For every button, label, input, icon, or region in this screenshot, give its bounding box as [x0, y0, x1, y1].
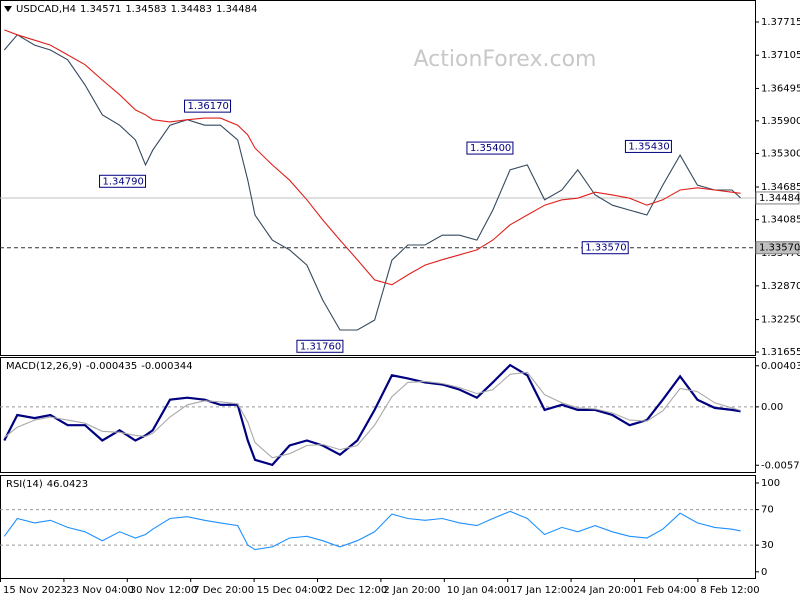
x-tick-label: 1 Feb 04:00 — [637, 585, 696, 596]
indicator-value: 46.0423 — [47, 479, 88, 490]
y-tick-label: -0.005737 — [761, 460, 800, 471]
x-tick-label: 23 Nov 04:00 — [66, 585, 133, 596]
x-tick-label: 15 Dec 04:00 — [257, 585, 324, 596]
price-tag — [755, 241, 800, 255]
annotation-box — [99, 174, 147, 188]
annotation-box — [184, 99, 232, 113]
x-tick-label: 10 Jan 04:00 — [447, 585, 510, 596]
indicator-value: -0.000344 — [141, 361, 192, 372]
y-tick-label: 100 — [761, 478, 780, 489]
annotation-label: 1.35400 — [470, 143, 511, 154]
y-tick-label: 0 — [761, 567, 767, 578]
x-tick-label: 7 Dec 20:00 — [193, 585, 254, 596]
y-tick-label: 1.37715 — [761, 17, 800, 28]
x-tick-label: 17 Jan 12:00 — [510, 585, 573, 596]
panel-header: USDCAD,H4 1.34571 1.34583 1.34483 1.34484 — [16, 4, 257, 15]
ohlc-value: 1.34583 — [125, 4, 166, 15]
ohlc-value: 1.34483 — [171, 4, 212, 15]
x-tick-label: 8 Feb 12:00 — [700, 585, 759, 596]
y-tick-label: 0.00 — [761, 402, 783, 413]
ohlc-value: 1.34484 — [216, 4, 257, 15]
y-tick-label: 1.35900 — [761, 116, 800, 127]
price-tag-label: 1.33570 — [759, 243, 800, 254]
y-tick-label: 1.36495 — [761, 83, 800, 94]
watermark: ActionForex.com — [414, 47, 597, 72]
y-tick-label: 1.32250 — [761, 315, 800, 326]
x-tick-label: 2 Jan 20:00 — [383, 585, 440, 596]
annotation-box — [466, 141, 514, 155]
x-tick-label: 30 Nov 12:00 — [130, 585, 197, 596]
price-panel — [0, 0, 756, 356]
ohlc-value: 1.34571 — [80, 4, 121, 15]
panel-header: MACD(12,26,9) -0.000435 -0.000344 — [6, 361, 193, 372]
y-tick-label: 1.34085 — [761, 215, 800, 226]
y-tick-label: 1.34685 — [761, 182, 800, 193]
panel-title: MACD(12,26,9) — [6, 361, 82, 372]
x-tick-label: 15 Nov 2023 — [3, 585, 67, 596]
rsi-panel — [0, 475, 756, 579]
annotation-label: 1.33570 — [585, 243, 626, 254]
y-tick-label: 1.37105 — [761, 50, 800, 61]
y-tick-label: 70 — [761, 505, 774, 516]
panel-title: USDCAD,H4 — [16, 4, 76, 15]
annotation-label: 1.35430 — [628, 141, 669, 152]
x-tick-label: 22 Dec 12:00 — [320, 585, 387, 596]
series-line — [4, 29, 741, 286]
series-line — [3, 363, 741, 467]
indicator-value: -0.000435 — [86, 361, 137, 372]
y-tick-label: 1.32870 — [761, 281, 800, 292]
y-tick-label: 30 — [761, 540, 774, 551]
series-line — [3, 510, 741, 551]
panel-header: RSI(14) 46.0423 — [6, 479, 88, 490]
x-tick-label: 24 Jan 20:00 — [574, 585, 637, 596]
y-tick-label: 0.004038 — [761, 361, 800, 372]
menu-arrow — [4, 6, 12, 12]
panel-title: RSI(14) — [6, 479, 43, 490]
annotation-label: 1.31760 — [300, 341, 341, 352]
annotation-label: 1.36170 — [188, 101, 229, 112]
annotation-label: 1.34790 — [103, 176, 144, 187]
series-line — [3, 371, 741, 459]
annotation-box — [296, 339, 344, 353]
series-line — [3, 34, 741, 331]
annotation-box — [581, 241, 629, 255]
y-tick-label: 1.35300 — [761, 149, 800, 160]
annotation-box — [624, 139, 672, 153]
price-tag — [755, 191, 800, 205]
price-tag-label: 1.34484 — [759, 193, 800, 204]
y-tick-label: 1.31655 — [761, 347, 800, 358]
macd-panel — [0, 357, 756, 473]
